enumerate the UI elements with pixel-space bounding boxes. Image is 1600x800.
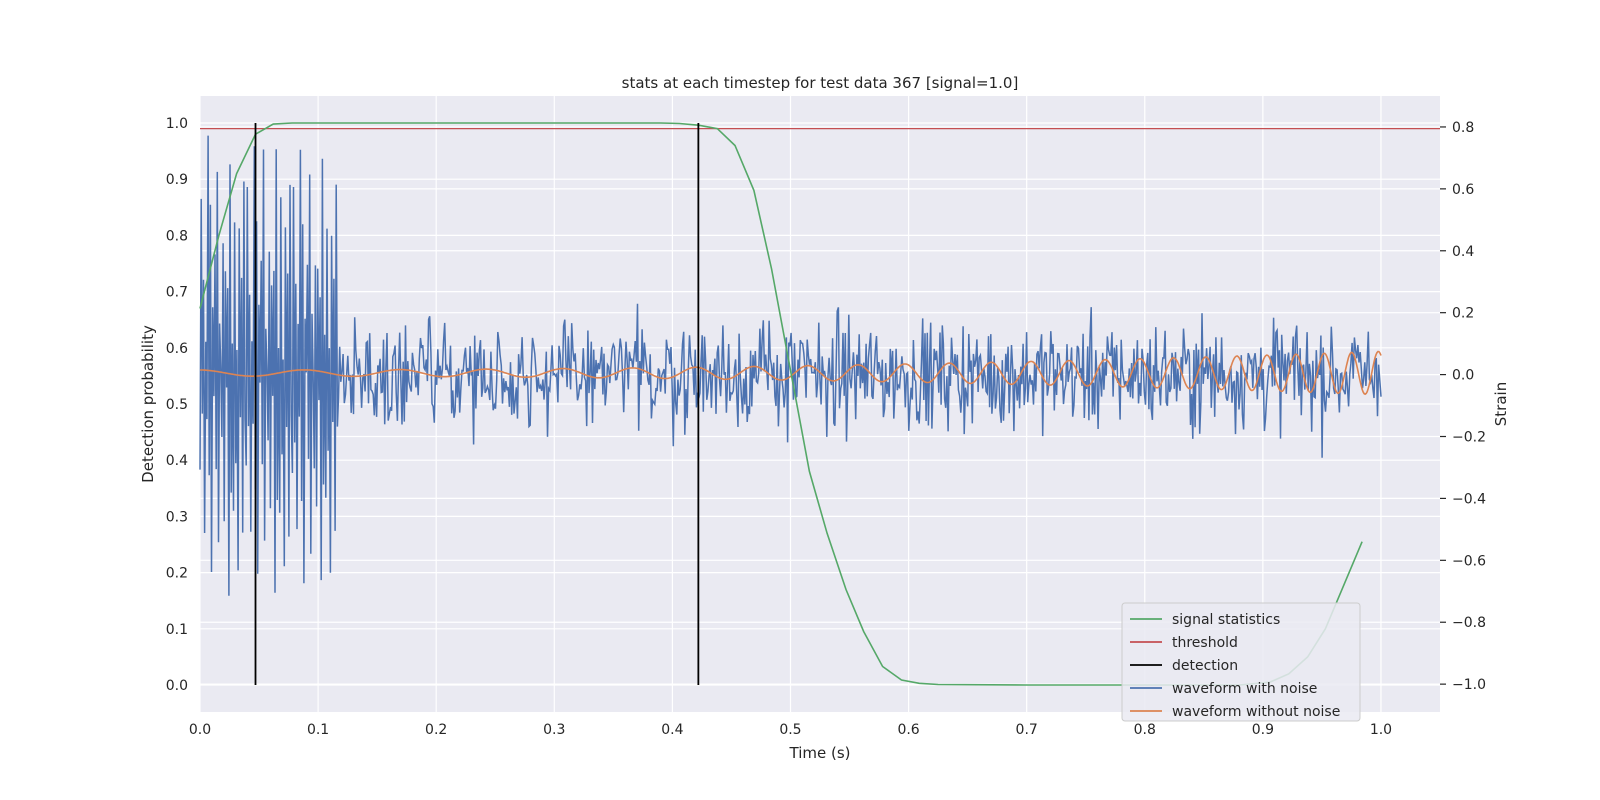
x-tick-label: 0.5	[779, 722, 801, 738]
y2-tick-label: −0.6	[1452, 553, 1486, 569]
legend: signal statistics threshold detection wavef…	[1121, 602, 1361, 722]
legend-box	[1121, 602, 1361, 722]
y-tick-label: 0.0	[166, 678, 188, 694]
y-tick-label: 0.7	[166, 285, 188, 301]
y-tick-label: 0.6	[166, 341, 188, 357]
y2-tick-label: 0.6	[1452, 182, 1474, 198]
y-tick-label: 0.9	[166, 172, 188, 188]
legend-label: detection	[1172, 658, 1238, 674]
y2-tick-label: 0.2	[1452, 306, 1474, 322]
y-tick-label: 0.8	[166, 228, 188, 244]
y-tick-label: 1.0	[166, 116, 188, 132]
x-tick-label: 0.4	[661, 722, 683, 738]
legend-label: threshold	[1172, 635, 1238, 651]
x-tick-label: 0.2	[425, 722, 447, 738]
legend-label: waveform with noise	[1172, 681, 1317, 697]
x-tick-label: 0.1	[307, 722, 329, 738]
y-tick-label: 0.3	[166, 509, 188, 525]
x-tick-label: 0.0	[189, 722, 211, 738]
y-tick-label: 0.2	[166, 566, 188, 582]
y2-tick-label: −1.0	[1452, 677, 1486, 693]
legend-label: waveform without noise	[1172, 704, 1340, 720]
x-tick-label: 0.6	[897, 722, 919, 738]
series-waveform-without-noise	[200, 350, 1382, 396]
y2-tick-label: 0.8	[1452, 120, 1474, 136]
series-waveform-with-noise	[199, 135, 1382, 596]
y2-tick-label: 0.0	[1452, 368, 1474, 384]
x-tick-label: 0.8	[1134, 722, 1156, 738]
x-tick-label: 0.3	[543, 722, 565, 738]
y2-tick-label: −0.2	[1452, 430, 1486, 446]
series-layer	[199, 122, 1440, 686]
legend-label: signal statistics	[1172, 612, 1280, 628]
y-tick-label: 0.5	[166, 397, 188, 413]
chart-title: stats at each timestep for test data 367…	[622, 74, 1019, 92]
y2-tick-label: −0.4	[1452, 491, 1486, 507]
y2-axis-label: Strain	[1492, 382, 1510, 426]
x-tick-label: 0.9	[1252, 722, 1274, 738]
y2-tick-label: 0.4	[1452, 244, 1474, 260]
y-axis-label: Detection probability	[139, 325, 157, 483]
y2-tick-label: −0.8	[1452, 615, 1486, 631]
y-tick-label: 0.4	[166, 453, 188, 469]
x-tick-label: 1.0	[1370, 722, 1392, 738]
x-tick-label: 0.7	[1016, 722, 1038, 738]
ticks: 0.0 0.1 0.2 0.3 0.4 0.5 0.6 0.7 0.8 0.9 1.0 0.0 0.1 0…	[166, 116, 1486, 738]
y-tick-label: 0.1	[166, 622, 188, 638]
x-axis-label: Time (s)	[789, 744, 851, 762]
